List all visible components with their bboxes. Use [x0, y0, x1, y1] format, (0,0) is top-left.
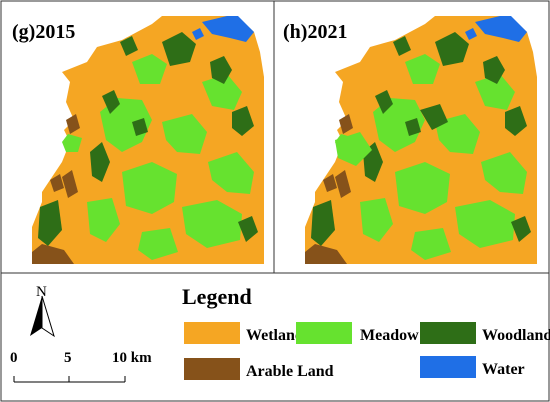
legend-label-water: Water — [482, 361, 525, 378]
north-arrow-icon — [30, 295, 55, 338]
legend-label-wetland: Wetland — [246, 327, 304, 344]
legend-label-woodland: Woodland — [482, 327, 550, 344]
legend-frame — [0, 272, 550, 402]
legend-label-meadow: Meadow — [360, 327, 419, 344]
scale-tick-5: 5 — [64, 350, 72, 366]
legend-swatch-arable — [184, 358, 240, 380]
legend-swatch-wetland — [184, 322, 240, 344]
north-label: N — [36, 284, 47, 300]
panel-label-2021: (h)2021 — [283, 21, 347, 43]
legend-swatch-meadow — [296, 322, 352, 344]
legend-swatch-water — [420, 356, 476, 378]
scale-tick-0: 0 — [10, 350, 18, 366]
panel-label-2015: (g)2015 — [12, 21, 75, 43]
map-2015 — [32, 16, 264, 264]
map-2021 — [305, 16, 537, 264]
scale-bar — [13, 376, 126, 383]
legend-title: Legend — [182, 284, 252, 309]
legend-label-arable: Arable Land — [246, 363, 334, 380]
legend-swatch-woodland — [420, 322, 476, 344]
scale-tick-10: 10 km — [112, 350, 152, 366]
